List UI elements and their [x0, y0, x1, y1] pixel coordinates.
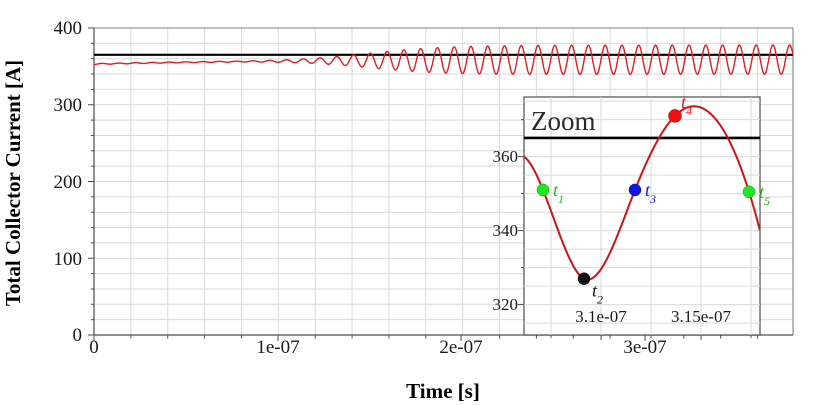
- svg-text:400: 400: [54, 18, 83, 39]
- svg-text:3.15e-07: 3.15e-07: [671, 307, 731, 326]
- svg-text:0: 0: [89, 337, 99, 358]
- svg-text:1e-07: 1e-07: [256, 337, 299, 358]
- svg-text:Total Collector Current [A]: Total Collector Current [A]: [1, 60, 25, 306]
- svg-text:3e-07: 3e-07: [623, 337, 666, 358]
- svg-text:Zoom: Zoom: [531, 106, 596, 136]
- svg-text:340: 340: [493, 221, 519, 240]
- svg-text:360: 360: [493, 147, 519, 166]
- svg-text:3.1e-07: 3.1e-07: [575, 307, 627, 326]
- svg-text:300: 300: [54, 95, 83, 116]
- svg-text:Time [s]: Time [s]: [406, 379, 480, 403]
- svg-text:200: 200: [54, 172, 83, 193]
- svg-text:320: 320: [493, 295, 519, 314]
- svg-text:0: 0: [73, 325, 83, 346]
- svg-text:2e-07: 2e-07: [439, 337, 482, 358]
- svg-text:t5: t5: [759, 182, 770, 208]
- svg-text:100: 100: [54, 249, 83, 270]
